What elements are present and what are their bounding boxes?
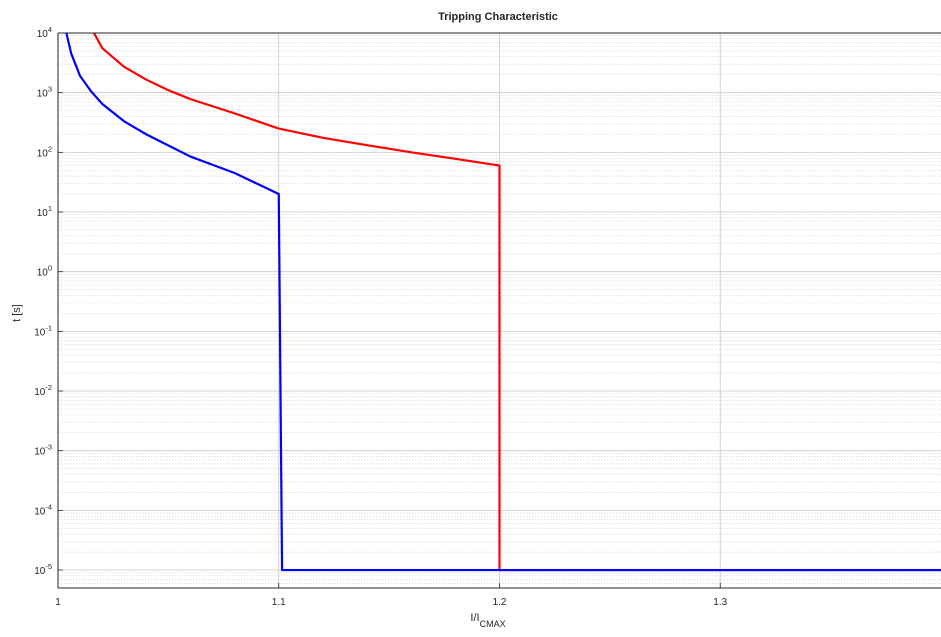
y-tick-label: 102 [37,144,52,159]
y-tick-label: 10-2 [34,383,52,398]
y-tick-label: 10-3 [34,443,52,458]
y-tick-label: 103 [37,85,52,100]
x-tick-label: 1.1 [272,597,286,608]
x-tick-label: 1 [55,597,61,608]
y-tick-label: 10-4 [34,502,52,517]
y-tick-label: 101 [37,204,52,219]
y-tick-label: 100 [37,264,52,279]
x-axis-label-main: I/I [470,612,479,624]
y-axis-ticks: 104 103 102 101 100 10-1 10-2 10-3 10-4 10-5 [34,25,63,577]
y-tick-label: 104 [37,25,52,40]
chart-title: Tripping Characteristic [438,11,558,23]
series-layer [65,32,941,572]
x-axis-label: I/ICMAX [470,612,505,629]
y-axis-label: t [s] [11,304,23,322]
x-axis-ticks: 1 1.1 1.2 1.3 [55,583,728,608]
x-tick-label: 1.3 [713,597,727,608]
x-axis-label-subscript: CMAX [480,619,506,629]
series-line-1 [93,32,941,572]
series-line-2 [65,32,941,572]
y-tick-label: 10-5 [34,562,52,577]
x-tick-label: 1.2 [493,597,507,608]
y-tick-label: 10-1 [34,323,52,338]
